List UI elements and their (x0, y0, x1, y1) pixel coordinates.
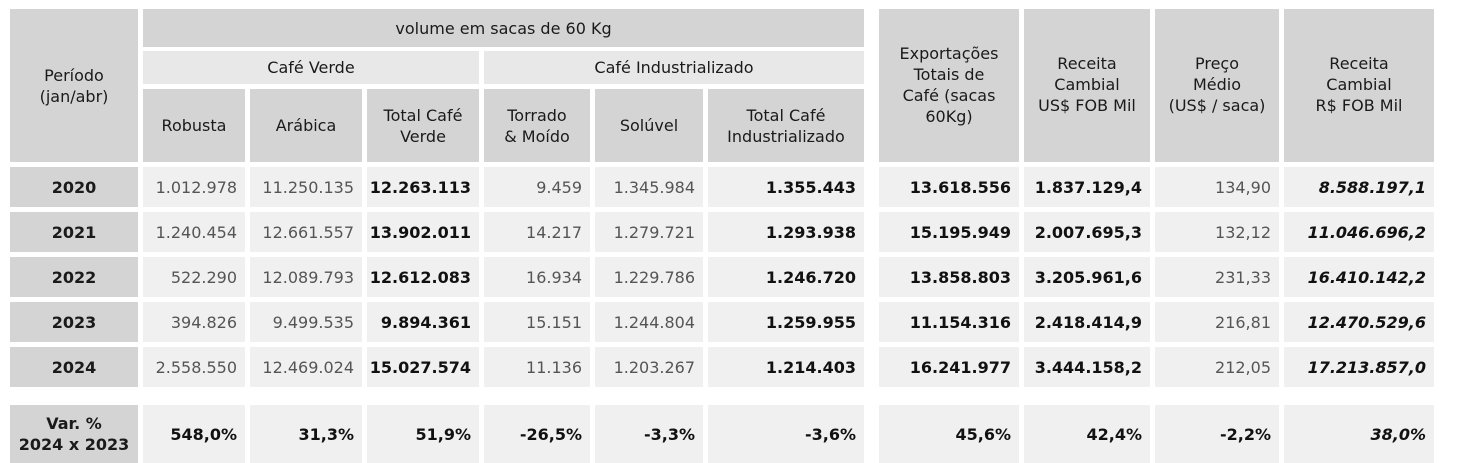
variation-total-ind: -3,6% (708, 405, 864, 463)
variation-arabica: 31,3% (250, 405, 362, 463)
cell-torrado: 14.217 (484, 212, 590, 252)
cell-preco: 216,81 (1155, 302, 1279, 342)
variation-receita-usd: 42,4% (1024, 405, 1150, 463)
row-period: 2022 (10, 257, 138, 297)
variation-robusta: 548,0% (143, 405, 245, 463)
header-cafe-verde: Café Verde (143, 51, 479, 84)
cell-robusta: 1.240.454 (143, 212, 245, 252)
header-receita-cambial-brl: Receita Cambial R$ FOB Mil (1284, 9, 1434, 162)
cell-robusta: 1.012.978 (143, 167, 245, 207)
cell-total-ind: 1.355.443 (708, 167, 864, 207)
cell-preco: 132,12 (1155, 212, 1279, 252)
cell-torrado: 9.459 (484, 167, 590, 207)
cell-robusta: 522.290 (143, 257, 245, 297)
header-torrado-moido: Torrado & Moído (484, 89, 590, 162)
cell-arabica: 12.469.024 (250, 347, 362, 387)
variation-preco: -2,2% (1155, 405, 1279, 463)
variation-total-verde: 51,9% (367, 405, 479, 463)
cell-soluvel: 1.345.984 (595, 167, 703, 207)
row-period: 2021 (10, 212, 138, 252)
cell-receita-usd: 1.837.129,4 (1024, 167, 1150, 207)
cell-receita-brl: 8.588.197,1 (1284, 167, 1434, 207)
cell-total-verde: 12.612.083 (367, 257, 479, 297)
row-period: 2020 (10, 167, 138, 207)
cell-receita-brl: 17.213.857,0 (1284, 347, 1434, 387)
cell-exportacoes: 16.241.977 (879, 347, 1019, 387)
cell-robusta: 2.558.550 (143, 347, 245, 387)
cell-arabica: 11.250.135 (250, 167, 362, 207)
cell-receita-brl: 16.410.142,2 (1284, 257, 1434, 297)
cell-exportacoes: 13.618.556 (879, 167, 1019, 207)
cell-exportacoes: 15.195.949 (879, 212, 1019, 252)
cell-torrado: 15.151 (484, 302, 590, 342)
header-total-cafe-verde: Total Café Verde (367, 89, 479, 162)
cell-total-ind: 1.259.955 (708, 302, 864, 342)
header-volume: volume em sacas de 60 Kg (143, 9, 864, 47)
cell-total-verde: 13.902.011 (367, 212, 479, 252)
cell-soluvel: 1.229.786 (595, 257, 703, 297)
cell-receita-usd: 2.418.414,9 (1024, 302, 1150, 342)
cell-exportacoes: 11.154.316 (879, 302, 1019, 342)
cell-arabica: 12.661.557 (250, 212, 362, 252)
cell-total-verde: 12.263.113 (367, 167, 479, 207)
cell-receita-usd: 3.444.158,2 (1024, 347, 1150, 387)
cell-preco: 231,33 (1155, 257, 1279, 297)
cell-total-verde: 15.027.574 (367, 347, 479, 387)
cell-receita-brl: 11.046.696,2 (1284, 212, 1434, 252)
row-period: 2024 (10, 347, 138, 387)
header-cafe-industrializado: Café Industrializado (484, 51, 864, 84)
header-receita-cambial-usd: Receita Cambial US$ FOB Mil (1024, 9, 1150, 162)
header-preco-medio: Preço Médio (US$ / saca) (1155, 9, 1279, 162)
cell-arabica: 9.499.535 (250, 302, 362, 342)
cell-arabica: 12.089.793 (250, 257, 362, 297)
header-total-cafe-industrializado: Total Café Industrializado (708, 89, 864, 162)
header-arabica: Arábica (250, 89, 362, 162)
cell-receita-brl: 12.470.529,6 (1284, 302, 1434, 342)
cell-robusta: 394.826 (143, 302, 245, 342)
cell-receita-usd: 3.205.961,6 (1024, 257, 1150, 297)
variation-torrado: -26,5% (484, 405, 590, 463)
variation-receita-brl: 38,0% (1284, 405, 1434, 463)
row-period: 2023 (10, 302, 138, 342)
cell-total-ind: 1.214.403 (708, 347, 864, 387)
cell-total-ind: 1.246.720 (708, 257, 864, 297)
cell-total-ind: 1.293.938 (708, 212, 864, 252)
cell-torrado: 16.934 (484, 257, 590, 297)
variation-label: Var. % 2024 x 2023 (10, 405, 138, 463)
cell-soluvel: 1.203.267 (595, 347, 703, 387)
header-soluvel: Solúvel (595, 89, 703, 162)
cell-soluvel: 1.244.804 (595, 302, 703, 342)
header-periodo: Período (jan/abr) (10, 9, 138, 162)
variation-exportacoes: 45,6% (879, 405, 1019, 463)
cell-exportacoes: 13.858.803 (879, 257, 1019, 297)
variation-soluvel: -3,3% (595, 405, 703, 463)
cell-preco: 134,90 (1155, 167, 1279, 207)
cell-preco: 212,05 (1155, 347, 1279, 387)
cell-total-verde: 9.894.361 (367, 302, 479, 342)
cell-torrado: 11.136 (484, 347, 590, 387)
cell-soluvel: 1.279.721 (595, 212, 703, 252)
cell-receita-usd: 2.007.695,3 (1024, 212, 1150, 252)
header-robusta: Robusta (143, 89, 245, 162)
header-exportacoes-totais: Exportações Totais de Café (sacas 60Kg) (879, 9, 1019, 162)
